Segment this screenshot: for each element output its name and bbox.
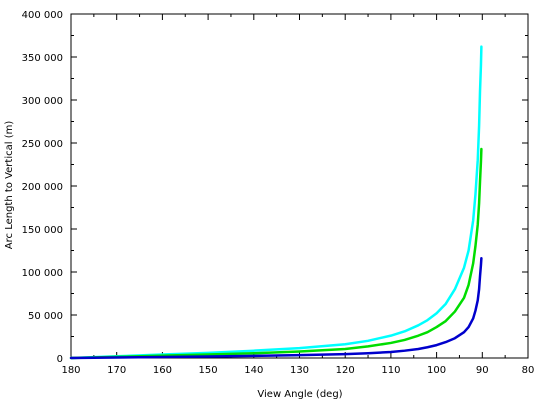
- y-tick-label: 250 000: [22, 139, 63, 150]
- x-tick-label: 80: [522, 365, 535, 376]
- x-axis-label: View Angle (deg): [257, 389, 342, 400]
- x-tick-label: 150: [199, 365, 218, 376]
- x-tick-label: 100: [427, 365, 446, 376]
- y-tick-label: 0: [57, 354, 63, 365]
- x-tick-label: 120: [336, 365, 355, 376]
- y-tick-label: 350 000: [22, 53, 63, 64]
- x-tick-label: 140: [244, 365, 263, 376]
- y-tick-label: 300 000: [22, 96, 63, 107]
- y-tick-label: 400 000: [22, 10, 63, 21]
- y-tick-label: 50 000: [28, 311, 63, 322]
- x-tick-label: 160: [153, 365, 172, 376]
- y-tick-label: 100 000: [22, 268, 63, 279]
- x-tick-label: 180: [61, 365, 80, 376]
- y-tick-label: 150 000: [22, 225, 63, 236]
- x-tick-label: 110: [381, 365, 400, 376]
- series-line-2: [69, 147, 483, 360]
- series-line-1: [69, 45, 483, 360]
- x-tick-label: 130: [290, 365, 309, 376]
- y-tick-label: 200 000: [22, 182, 63, 193]
- x-axis-ticks: 180 170 160 150 140 130 120 110 100 90 80: [61, 14, 534, 376]
- y-axis-ticks: 0 50 000 100 000 150 000 200 000 250 000 300 0…: [22, 10, 528, 365]
- series-line-3: [69, 256, 483, 360]
- x-tick-label: 90: [476, 365, 489, 376]
- y-axis-label: Arc Length to Vertical (m): [4, 121, 15, 250]
- series-layer: [69, 45, 483, 360]
- x-tick-label: 170: [107, 365, 126, 376]
